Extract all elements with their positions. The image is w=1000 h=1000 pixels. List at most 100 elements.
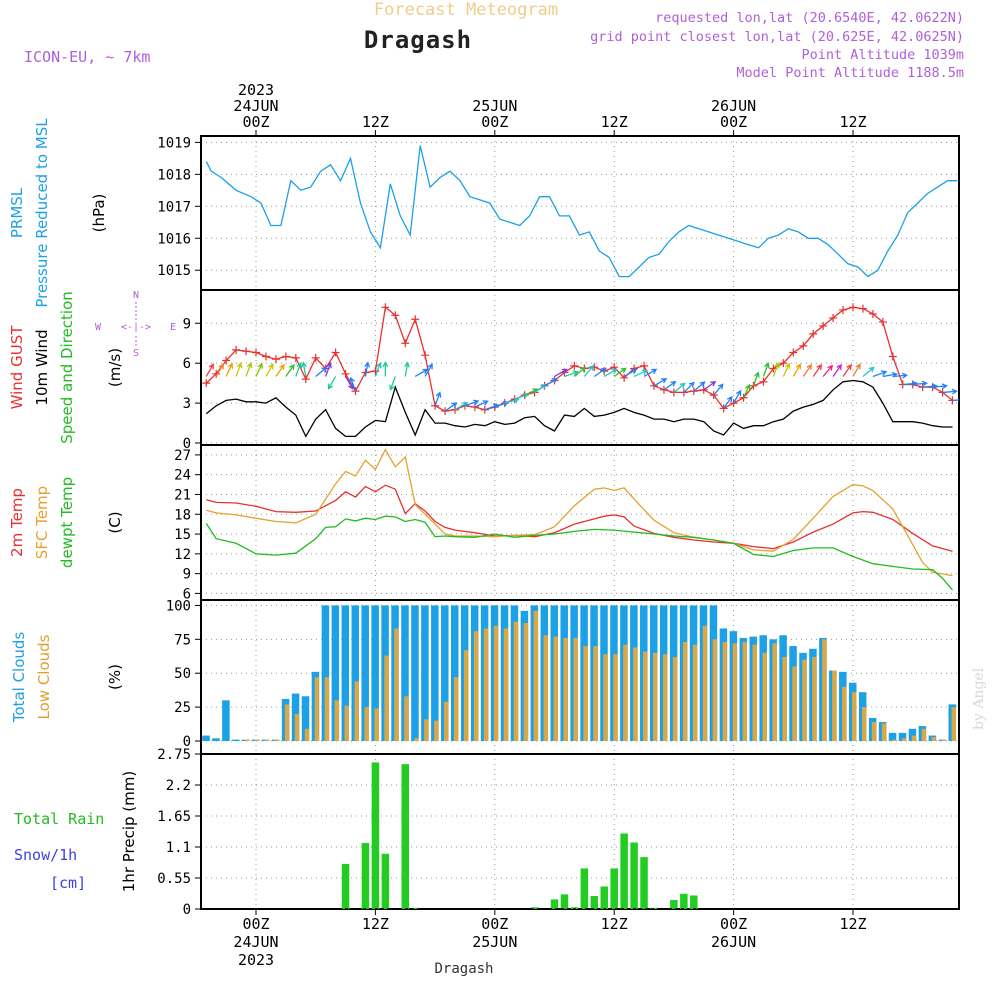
wind-direction-arrow [742,383,751,399]
clouds-bar-low-clouds [444,701,449,741]
compass-w: W [95,322,102,333]
wind-panel: 0 3 6 9 Wind GUST 10m Wind Speed and Direction… [8,289,960,452]
clouds-bar-low-clouds [623,644,628,741]
clouds-bar-total-clouds [898,732,907,741]
credit-watermark: by Angel [971,667,987,730]
clouds-bar-low-clouds [384,655,389,741]
wind-direction-arrow [772,362,780,377]
wind-unit-label: (m/s) [106,348,124,387]
clouds-bar-total-clouds [232,739,240,741]
clouds-bar-low-clouds [951,707,956,741]
clouds-bar-low-clouds [573,637,578,741]
wind-direction-arrow [802,363,813,377]
gust-marker [331,348,340,357]
temperature-series-2m-Temp [206,484,953,552]
gust-marker [401,339,410,348]
wind-series-gust [205,306,953,412]
gust-marker [829,313,838,322]
wind-direction-arrow [842,363,852,377]
gust-marker [421,351,430,360]
gust-marker [480,405,489,414]
gust-marker [749,381,758,390]
compass-n: N [133,290,139,301]
pressure-side-label: Pressure Reduced to MSL [33,118,51,308]
precip-bar-total-rain [361,843,370,909]
clouds-bar-total-clouds [351,605,359,741]
clouds-ytick-label: 50 [174,666,191,682]
wind-direction-arrow [382,361,389,377]
wind-direction-arrow [374,362,382,377]
gust-marker [291,353,300,362]
wind-direction-arrow [444,402,458,412]
wind-direction-arrow [703,380,717,391]
clouds-bar-total-clouds [451,605,459,741]
precip-bar-total-rain [530,907,539,909]
precip-rain-label: Total Rain [14,810,104,828]
wind-direction-arrow [952,399,959,402]
wind-direction-arrow [215,363,224,377]
clouds-plot [202,605,956,741]
gust-marker [252,348,260,357]
wind-direction-arrow [603,368,618,378]
wind-direction-arrow [389,376,396,391]
pressure-panel: 1015 1016 1017 1018 1019 PRMSL Pressure Reduce… [8,118,960,308]
clouds-bar-low-clouds [314,677,320,741]
precip-bar-total-rain [620,833,628,909]
precip-ytick-label: 2.2 [166,778,191,794]
clouds-bar-low-clouds [633,647,638,741]
clouds-bar-low-clouds [662,654,668,741]
clouds-bar-low-clouds [792,666,797,741]
bottom-time-label: 12Z [362,915,389,933]
temperature-series-SFC-Temp [206,448,953,577]
gust-marker [371,367,380,376]
clouds-bar-total-clouds [431,605,439,741]
clouds-bar-low-clouds [473,631,479,741]
wind-direction-arrow [484,403,500,411]
top-time-label: 12Z [601,113,628,131]
clouds-bar-low-clouds [603,654,608,741]
clouds-bar-low-clouds [553,636,558,741]
clouds-bar-low-clouds [742,642,748,741]
temperature-side-label: dewpt Temp [58,477,76,568]
clouds-bar-total-clouds [341,605,350,741]
gust-marker [819,321,828,330]
precip-bar-total-rain [630,842,638,909]
top-time-label: 12Z [362,113,389,131]
gust-marker [271,355,280,364]
wind-ytick-label: 9 [183,316,191,332]
model-name: ICON-EU, ~ 7km [24,48,150,66]
clouds-bar-low-clouds [901,738,907,741]
wind-direction-arrow [752,371,760,387]
pressure-series-line [205,145,958,278]
wind-direction-arrow [902,380,919,387]
clouds-bar-low-clouds [274,739,280,741]
wind-direction-arrow [315,366,328,377]
wind-direction-arrow [733,389,742,404]
wind-direction-arrow [265,363,274,377]
bottom-time-label: 12Z [839,915,866,933]
wind-direction-arrow [613,367,627,378]
clouds-bar-low-clouds [643,651,648,741]
gust-marker [809,329,818,338]
bottom-time-label: 12Z [601,915,628,933]
clouds-bar-total-clouds [321,605,330,741]
clouds-bar-low-clouds [344,705,350,741]
clouds-bar-low-clouds [682,642,688,741]
compass-s: S [133,348,139,359]
precip-bar-total-rain [570,907,579,909]
top-time-label: 25JUN [472,97,517,115]
gust-marker [839,305,848,314]
wind-ytick-label: 3 [183,396,191,412]
clouds-bar-low-clouds [653,652,658,741]
temperature-ytick-label: 15 [174,527,191,543]
clouds-bar-low-clouds [911,735,917,741]
wind-direction-arrow [564,370,579,378]
clouds-bar-low-clouds [702,625,708,741]
clouds-bar-low-clouds [732,643,738,741]
gust-marker [799,341,808,350]
clouds-bar-total-clouds [222,700,230,741]
wind-side-label: Speed and Direction [58,291,76,444]
precip-bar-total-rain [610,868,618,909]
precip-bar-total-rain [371,762,380,909]
clouds-bar-low-clouds [822,639,827,741]
